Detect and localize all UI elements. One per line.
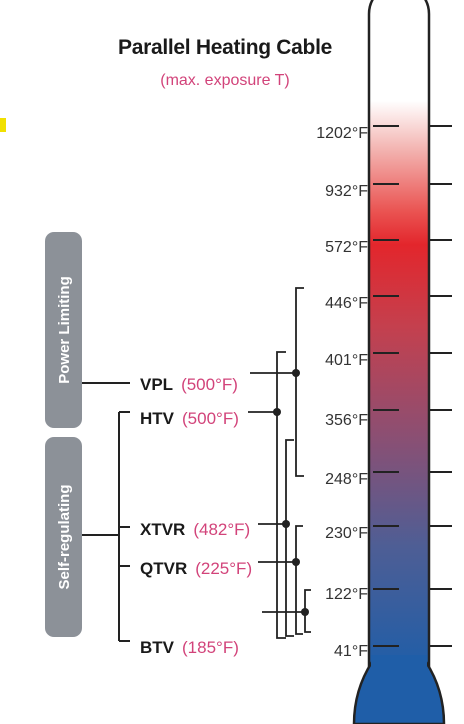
- cable-btv: BTV (185°F): [140, 638, 239, 657]
- cable-htv: HTV (500°F): [140, 409, 239, 428]
- category-box: [45, 437, 82, 637]
- cable-name: XTVR: [140, 520, 185, 539]
- range-bracket-qtvr: [295, 525, 303, 635]
- svg-text:HTV (500°F): HTV (500°F): [140, 409, 239, 428]
- cable-temp: (185°F): [182, 638, 239, 657]
- range-dot: [282, 520, 290, 528]
- svg-text:BTV (185°F): BTV (185°F): [140, 638, 239, 657]
- range-dot: [292, 558, 300, 566]
- range-dot: [273, 408, 281, 416]
- svg-text:VPL (500°F): VPL (500°F): [140, 375, 238, 394]
- range-dot: [292, 369, 300, 377]
- cable-temp: (500°F): [182, 409, 239, 428]
- temp-label: 446°F: [325, 295, 368, 312]
- cable-name: VPL: [140, 375, 173, 394]
- cable-temp: (482°F): [193, 520, 250, 539]
- thermometer: [352, 0, 446, 724]
- page-subtitle: (max. exposure T): [160, 72, 290, 89]
- category-power-limiting: Power Limiting: [45, 232, 82, 428]
- thermometer-bulb: [352, 660, 446, 724]
- temp-label: 932°F: [325, 183, 368, 200]
- temp-label: 572°F: [325, 239, 368, 256]
- category-label: Self-regulating: [56, 484, 73, 589]
- temp-label: 356°F: [325, 412, 368, 429]
- scale-ticks: [373, 125, 452, 647]
- cable-name: BTV: [140, 638, 175, 657]
- temp-label: 248°F: [325, 471, 368, 488]
- temp-label: 230°F: [325, 525, 368, 542]
- range-brackets: [248, 287, 311, 639]
- cable-qtvr: QTVR (225°F): [140, 559, 252, 578]
- range-bracket-htv: [276, 351, 286, 639]
- edge-marker: [0, 118, 6, 132]
- cable-name: HTV: [140, 409, 175, 428]
- thermometer-tube: [367, 0, 431, 672]
- temp-label: 41°F: [334, 643, 368, 660]
- range-bracket-xtvr: [285, 439, 294, 637]
- svg-text:XTVR (482°F): XTVR (482°F): [140, 520, 250, 539]
- page-title: Parallel Heating Cable: [118, 36, 332, 59]
- cable-temp: (225°F): [195, 559, 252, 578]
- temp-label: 122°F: [325, 586, 368, 603]
- svg-text:QTVR (225°F): QTVR (225°F): [140, 559, 252, 578]
- temp-label: 1202°F: [316, 125, 368, 142]
- temperature-labels: 1202°F 932°F 572°F 446°F 401°F 356°F 248…: [316, 125, 368, 660]
- category-self-regulating: Self-regulating: [45, 437, 82, 637]
- thermometer-neck: [371, 655, 427, 675]
- range-dot: [301, 608, 309, 616]
- range-dots: [273, 369, 309, 616]
- category-connectors: [82, 382, 130, 642]
- cable-temp: (500°F): [181, 375, 238, 394]
- cable-name: QTVR: [140, 559, 187, 578]
- category-label: Power Limiting: [56, 276, 73, 384]
- temp-label: 401°F: [325, 352, 368, 369]
- cable-vpl: VPL (500°F): [140, 375, 238, 394]
- range-bracket-vpl: [295, 287, 304, 477]
- category-box: [45, 232, 82, 428]
- cable-xtvr: XTVR (482°F): [140, 520, 250, 539]
